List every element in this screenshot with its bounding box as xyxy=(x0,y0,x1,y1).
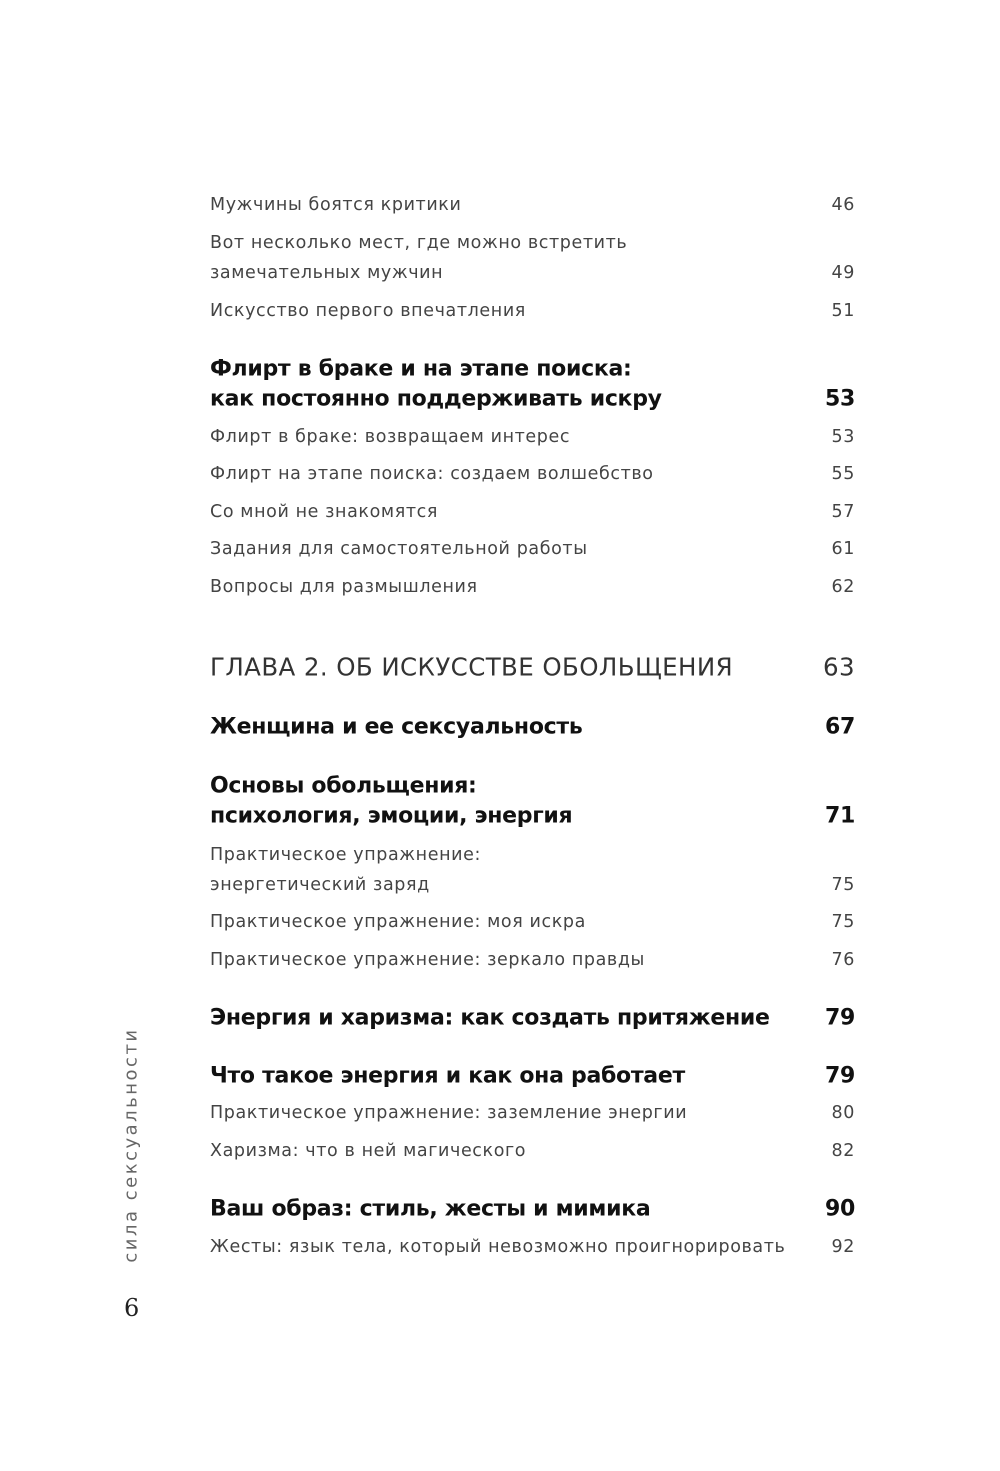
toc-entry-title: ГЛАВА 2. ОБ ИСКУССТВЕ ОБОЛЬЩЕНИЯ xyxy=(210,652,733,682)
toc-entry-title: Практическое упражнение: xyxy=(210,845,481,865)
toc-entry-page: 51 xyxy=(831,301,855,321)
page-number: 6 xyxy=(124,1294,140,1322)
toc-entry-page: 55 xyxy=(831,464,855,484)
toc-entry-title: Практическое упражнение: зеркало правды xyxy=(210,950,645,970)
toc-entry-page: 79 xyxy=(824,1005,855,1031)
toc-entry-page: 75 xyxy=(831,912,855,932)
toc-entry-page: 76 xyxy=(831,950,855,970)
toc-entry-title: как постоянно поддерживать искру xyxy=(210,386,662,412)
running-head: сила сексуальности xyxy=(120,1027,142,1263)
toc-entry-title: Вопросы для размышления xyxy=(210,577,478,597)
toc-entry-title: Основы обольщения: xyxy=(210,773,477,799)
toc-entry-page: 82 xyxy=(831,1141,855,1161)
toc-entry-page: 49 xyxy=(831,263,855,283)
toc-entry-title: Искусство первого впечатления xyxy=(210,301,526,321)
toc-entry-title: Жесты: язык тела, который невозможно про… xyxy=(210,1237,786,1257)
toc-entry-title: Энергия и харизма: как создать притяжени… xyxy=(210,1005,770,1031)
toc-entry-title: замечательных мужчин xyxy=(210,263,444,283)
toc-entry-title: энергетический заряд xyxy=(210,875,430,895)
toc-entry-title: Практическое упражнение: моя искра xyxy=(210,912,586,932)
toc-entry-title: Что такое энергия и как она работает xyxy=(210,1063,685,1089)
toc-entry-title: Практическое упражнение: заземление энер… xyxy=(210,1103,688,1123)
toc-entry-page: 92 xyxy=(831,1237,855,1257)
toc-entry-title: Флирт на этапе поиска: создаем волшебств… xyxy=(210,464,654,484)
toc-entry-page: 53 xyxy=(824,386,855,412)
toc-entry-page: 46 xyxy=(831,195,855,215)
toc-entry-page: 75 xyxy=(831,875,855,895)
toc-entry-page: 71 xyxy=(824,803,855,829)
toc-entry-title: Флирт в браке: возвращаем интерес xyxy=(210,427,571,447)
toc-entry-title: Со мной не знакомятся xyxy=(210,502,438,522)
toc-entry-page: 57 xyxy=(831,502,855,522)
toc-entry-page: 67 xyxy=(824,714,855,740)
toc-entry-title: Харизма: что в ней магического xyxy=(210,1141,527,1161)
toc-entry-page: 90 xyxy=(824,1196,855,1222)
toc-entry-title: Флирт в браке и на этапе поиска: xyxy=(210,356,632,382)
toc-entry-page: 79 xyxy=(824,1063,855,1089)
toc-entry-page: 53 xyxy=(831,427,855,447)
toc-entry-title: Вот несколько мест, где можно встретить xyxy=(210,233,628,253)
toc-entry-page: 61 xyxy=(831,539,855,559)
toc-entry-title: Мужчины боятся критики xyxy=(210,195,462,215)
toc-entry-page: 63 xyxy=(823,652,855,682)
toc-entry-title: психология, эмоции, энергия xyxy=(210,803,573,829)
toc-entry-page: 80 xyxy=(831,1103,855,1123)
toc-entry-title: Женщина и ее сексуальность xyxy=(210,714,583,740)
toc-entry-title: Задания для самостоятельной работы xyxy=(210,539,588,559)
toc-entry-title: Ваш образ: стиль, жесты и мимика xyxy=(210,1196,651,1222)
toc-entry-page: 62 xyxy=(831,577,855,597)
